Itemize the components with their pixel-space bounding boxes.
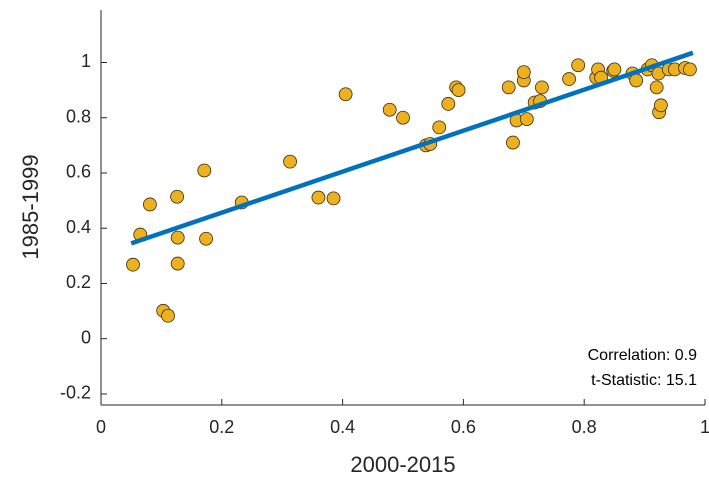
y-tick-label: 0 xyxy=(81,327,91,347)
point xyxy=(562,72,576,86)
point xyxy=(143,197,157,212)
point xyxy=(506,135,520,150)
point xyxy=(654,98,668,113)
y-tick-label: 0.8 xyxy=(66,106,91,126)
point xyxy=(396,110,410,125)
y-axis-label: 1985-1999 xyxy=(18,154,43,259)
point xyxy=(451,83,466,98)
point xyxy=(170,189,185,204)
point xyxy=(535,80,549,95)
point xyxy=(161,308,175,323)
point xyxy=(126,257,140,272)
point xyxy=(501,80,516,95)
point xyxy=(197,163,212,178)
x-axis-label: 2000-2015 xyxy=(350,452,455,477)
point xyxy=(571,58,586,73)
point xyxy=(432,120,447,135)
point xyxy=(649,80,664,95)
y-tick-label: -0.2 xyxy=(60,383,91,403)
point xyxy=(519,112,534,127)
x-tick-label: 0 xyxy=(96,417,106,437)
point xyxy=(382,102,397,117)
point xyxy=(170,256,185,271)
point xyxy=(683,62,697,77)
point xyxy=(441,97,456,111)
y-tick-label: 0.4 xyxy=(66,217,91,237)
point xyxy=(311,190,326,205)
point xyxy=(326,191,341,206)
fit-line xyxy=(130,50,694,246)
point xyxy=(516,65,531,80)
x-tick-label: 0.2 xyxy=(209,417,234,437)
point xyxy=(283,154,297,169)
x-tick-label: 0.4 xyxy=(330,417,355,437)
annotation: Correlation: 0.9 xyxy=(588,347,697,364)
point xyxy=(607,62,622,77)
annotation: t-Statistic: 15.1 xyxy=(591,372,697,389)
point xyxy=(199,231,213,246)
point xyxy=(338,87,353,102)
y-tick-label: 1 xyxy=(81,51,91,71)
y-tick-label: 0.2 xyxy=(66,272,91,292)
x-tick-label: 0.6 xyxy=(451,417,476,437)
y-tick-label: 0.6 xyxy=(66,162,91,182)
x-tick-label: 0.8 xyxy=(572,417,597,437)
point xyxy=(170,230,185,245)
x-tick-label: 1 xyxy=(700,417,709,437)
